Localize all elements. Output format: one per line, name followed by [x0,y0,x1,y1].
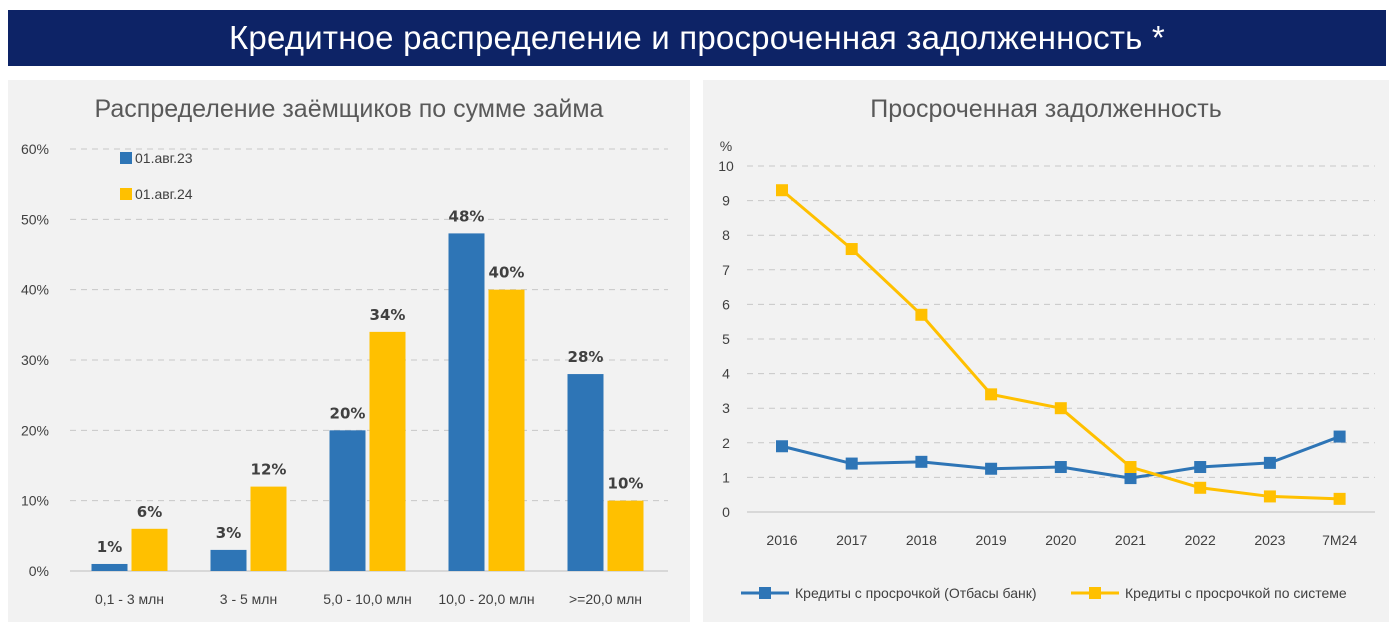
bar [488,289,525,571]
line-legend-label: Кредиты с просрочкой (Отбасы банк) [795,585,1037,601]
line-x-tick-label: 2021 [1115,532,1146,548]
line-x-tick-label: 2017 [836,532,867,548]
line-point [776,440,788,453]
bar-data-label: 28% [568,348,604,366]
header-banner: Кредитное распределение и просроченная з… [8,10,1386,66]
bar-legend-label: 01.авг.24 [135,186,193,202]
bar-data-label: 1% [97,538,122,556]
line-chart: Просроченная задолженность% 0 1 2 3 4 5 6 7 8 9 10 2… [718,95,1375,601]
bar-data-label: 3% [216,524,241,542]
bar-legend-swatch [120,152,132,164]
line-y-tick-label: 8 [722,227,730,243]
line-point [1194,461,1207,474]
bar-data-label: 40% [489,264,525,282]
bar-y-tick-label: 10% [21,493,49,509]
line-point [1124,472,1137,485]
line-point [845,457,858,470]
bar [567,374,604,571]
line-point [1054,461,1067,474]
line-legend-marker [1089,587,1101,599]
bar-data-label: 10% [608,475,644,493]
bar-data-label: 12% [251,461,287,479]
bar-y-tick-label: 0% [29,563,49,579]
line-y-tick-label: 1 [722,469,730,485]
bar-y-tick-label: 50% [21,211,49,227]
line-point [985,388,998,401]
bar [448,233,485,571]
line-point [1333,430,1346,443]
bar-y-tick-label: 40% [21,282,49,298]
line-y-tick-label: 3 [722,400,730,416]
bar-data-label: 34% [370,306,406,324]
line-legend-marker [759,587,771,599]
line-point [1054,402,1067,415]
line-x-tick-label: 2016 [766,532,797,548]
line-point [776,184,788,197]
line-y-tick-label: 4 [722,366,730,382]
bar [250,486,287,571]
bar-x-tick-label: 10,0 - 20,0 млн [438,591,534,607]
line-x-tick-label: 2019 [976,532,1007,548]
bar [91,563,128,571]
bar-x-tick-label: 5,0 - 10,0 млн [323,591,412,607]
bar-y-tick-label: 20% [21,422,49,438]
line-y-tick-label: 5 [722,331,730,347]
line-y-tick-label: 2 [722,435,730,451]
line-series-system [781,189,1340,501]
bar-chart-panel: Распределение заёмщиков по сумме займа 0%… [8,80,690,622]
line-point [845,243,858,256]
line-point [1194,481,1207,494]
header-title: Кредитное распределение и просроченная з… [229,19,1165,56]
line-y-unit-label: % [720,138,732,154]
bar-data-label: 6% [137,503,162,521]
bar [210,549,247,571]
bar-y-tick-label: 30% [21,352,49,368]
line-point [985,462,998,475]
bar [607,500,644,571]
bar-legend-swatch [120,188,132,200]
line-point [915,308,928,321]
line-point [1124,461,1137,474]
line-point [1263,456,1276,469]
line-chart-title: Просроченная задолженность [870,95,1221,123]
bar-x-tick-label: >=20,0 млн [569,591,642,607]
bar-x-tick-label: 3 - 5 млн [220,591,277,607]
line-y-tick-label: 0 [722,504,730,520]
bar-y-tick-label: 60% [21,141,49,157]
line-point [1263,490,1276,503]
line-y-tick-label: 7 [722,262,730,278]
bar-legend-label: 01.авг.23 [135,150,193,166]
bar-data-label: 48% [449,207,485,225]
line-x-tick-label: 2022 [1185,532,1216,548]
bar-data-label: 20% [330,404,366,422]
bar [131,528,168,571]
bar [329,430,366,571]
line-x-tick-label: 2020 [1045,532,1076,548]
bar-chart-title: Распределение заёмщиков по сумме займа [95,95,604,123]
line-chart-panel: Просроченная задолженность% 0 1 2 3 4 5 6 7 8 9 10 2… [703,80,1389,622]
line-point [1333,492,1346,505]
bar-chart: Распределение заёмщиков по сумме займа 0%… [21,95,668,607]
line-y-tick-label: 6 [722,296,730,312]
line-y-tick-label: 9 [722,193,730,209]
line-legend-label: Кредиты с просрочкой по системе [1125,585,1347,601]
line-point [915,455,928,468]
line-x-tick-label: 7М24 [1322,532,1357,548]
line-y-tick-label: 10 [718,158,734,174]
line-x-tick-label: 2023 [1254,532,1285,548]
bar [369,331,406,571]
line-x-tick-label: 2018 [906,532,937,548]
bar-x-tick-label: 0,1 - 3 млн [95,591,164,607]
